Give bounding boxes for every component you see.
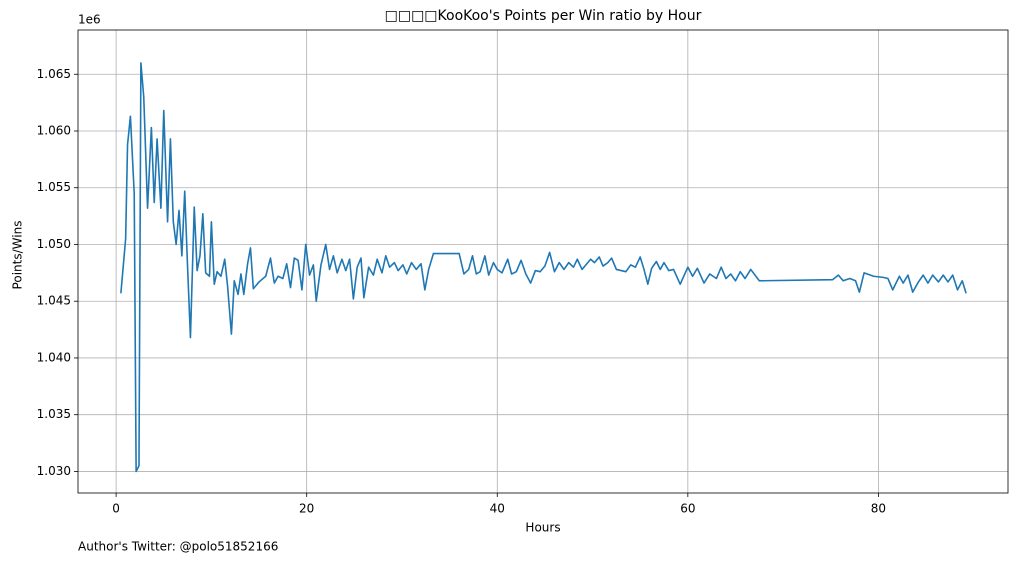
plot-frame — [77, 29, 1009, 494]
y-offset-label: 1e6 — [78, 13, 101, 27]
chart-title: □□□□KooKoo's Points per Win ratio by Hou… — [385, 8, 702, 24]
y-axis-label: Points/Wins — [11, 221, 25, 290]
data-line — [120, 62, 967, 473]
y-tick-label: 1.055 — [37, 180, 71, 194]
y-tick-label: 1.030 — [37, 464, 71, 478]
x-tick-label: 0 — [112, 502, 120, 516]
y-tick-label: 1.040 — [37, 350, 71, 364]
y-tick-label: 1.045 — [37, 294, 71, 308]
y-tick-label: 1.060 — [37, 123, 71, 137]
y-tick-label: 1.050 — [37, 237, 71, 251]
footnote: Author's Twitter: @polo51852166 — [78, 540, 278, 554]
x-axis-label: Hours — [525, 521, 560, 535]
x-tick-label: 80 — [871, 502, 886, 516]
y-tick-label: 1.035 — [37, 407, 71, 421]
x-tick-label: 40 — [490, 502, 505, 516]
y-tick-label: 1.065 — [37, 67, 71, 81]
x-tick-label: 60 — [680, 502, 695, 516]
x-tick-label: 20 — [299, 502, 314, 516]
